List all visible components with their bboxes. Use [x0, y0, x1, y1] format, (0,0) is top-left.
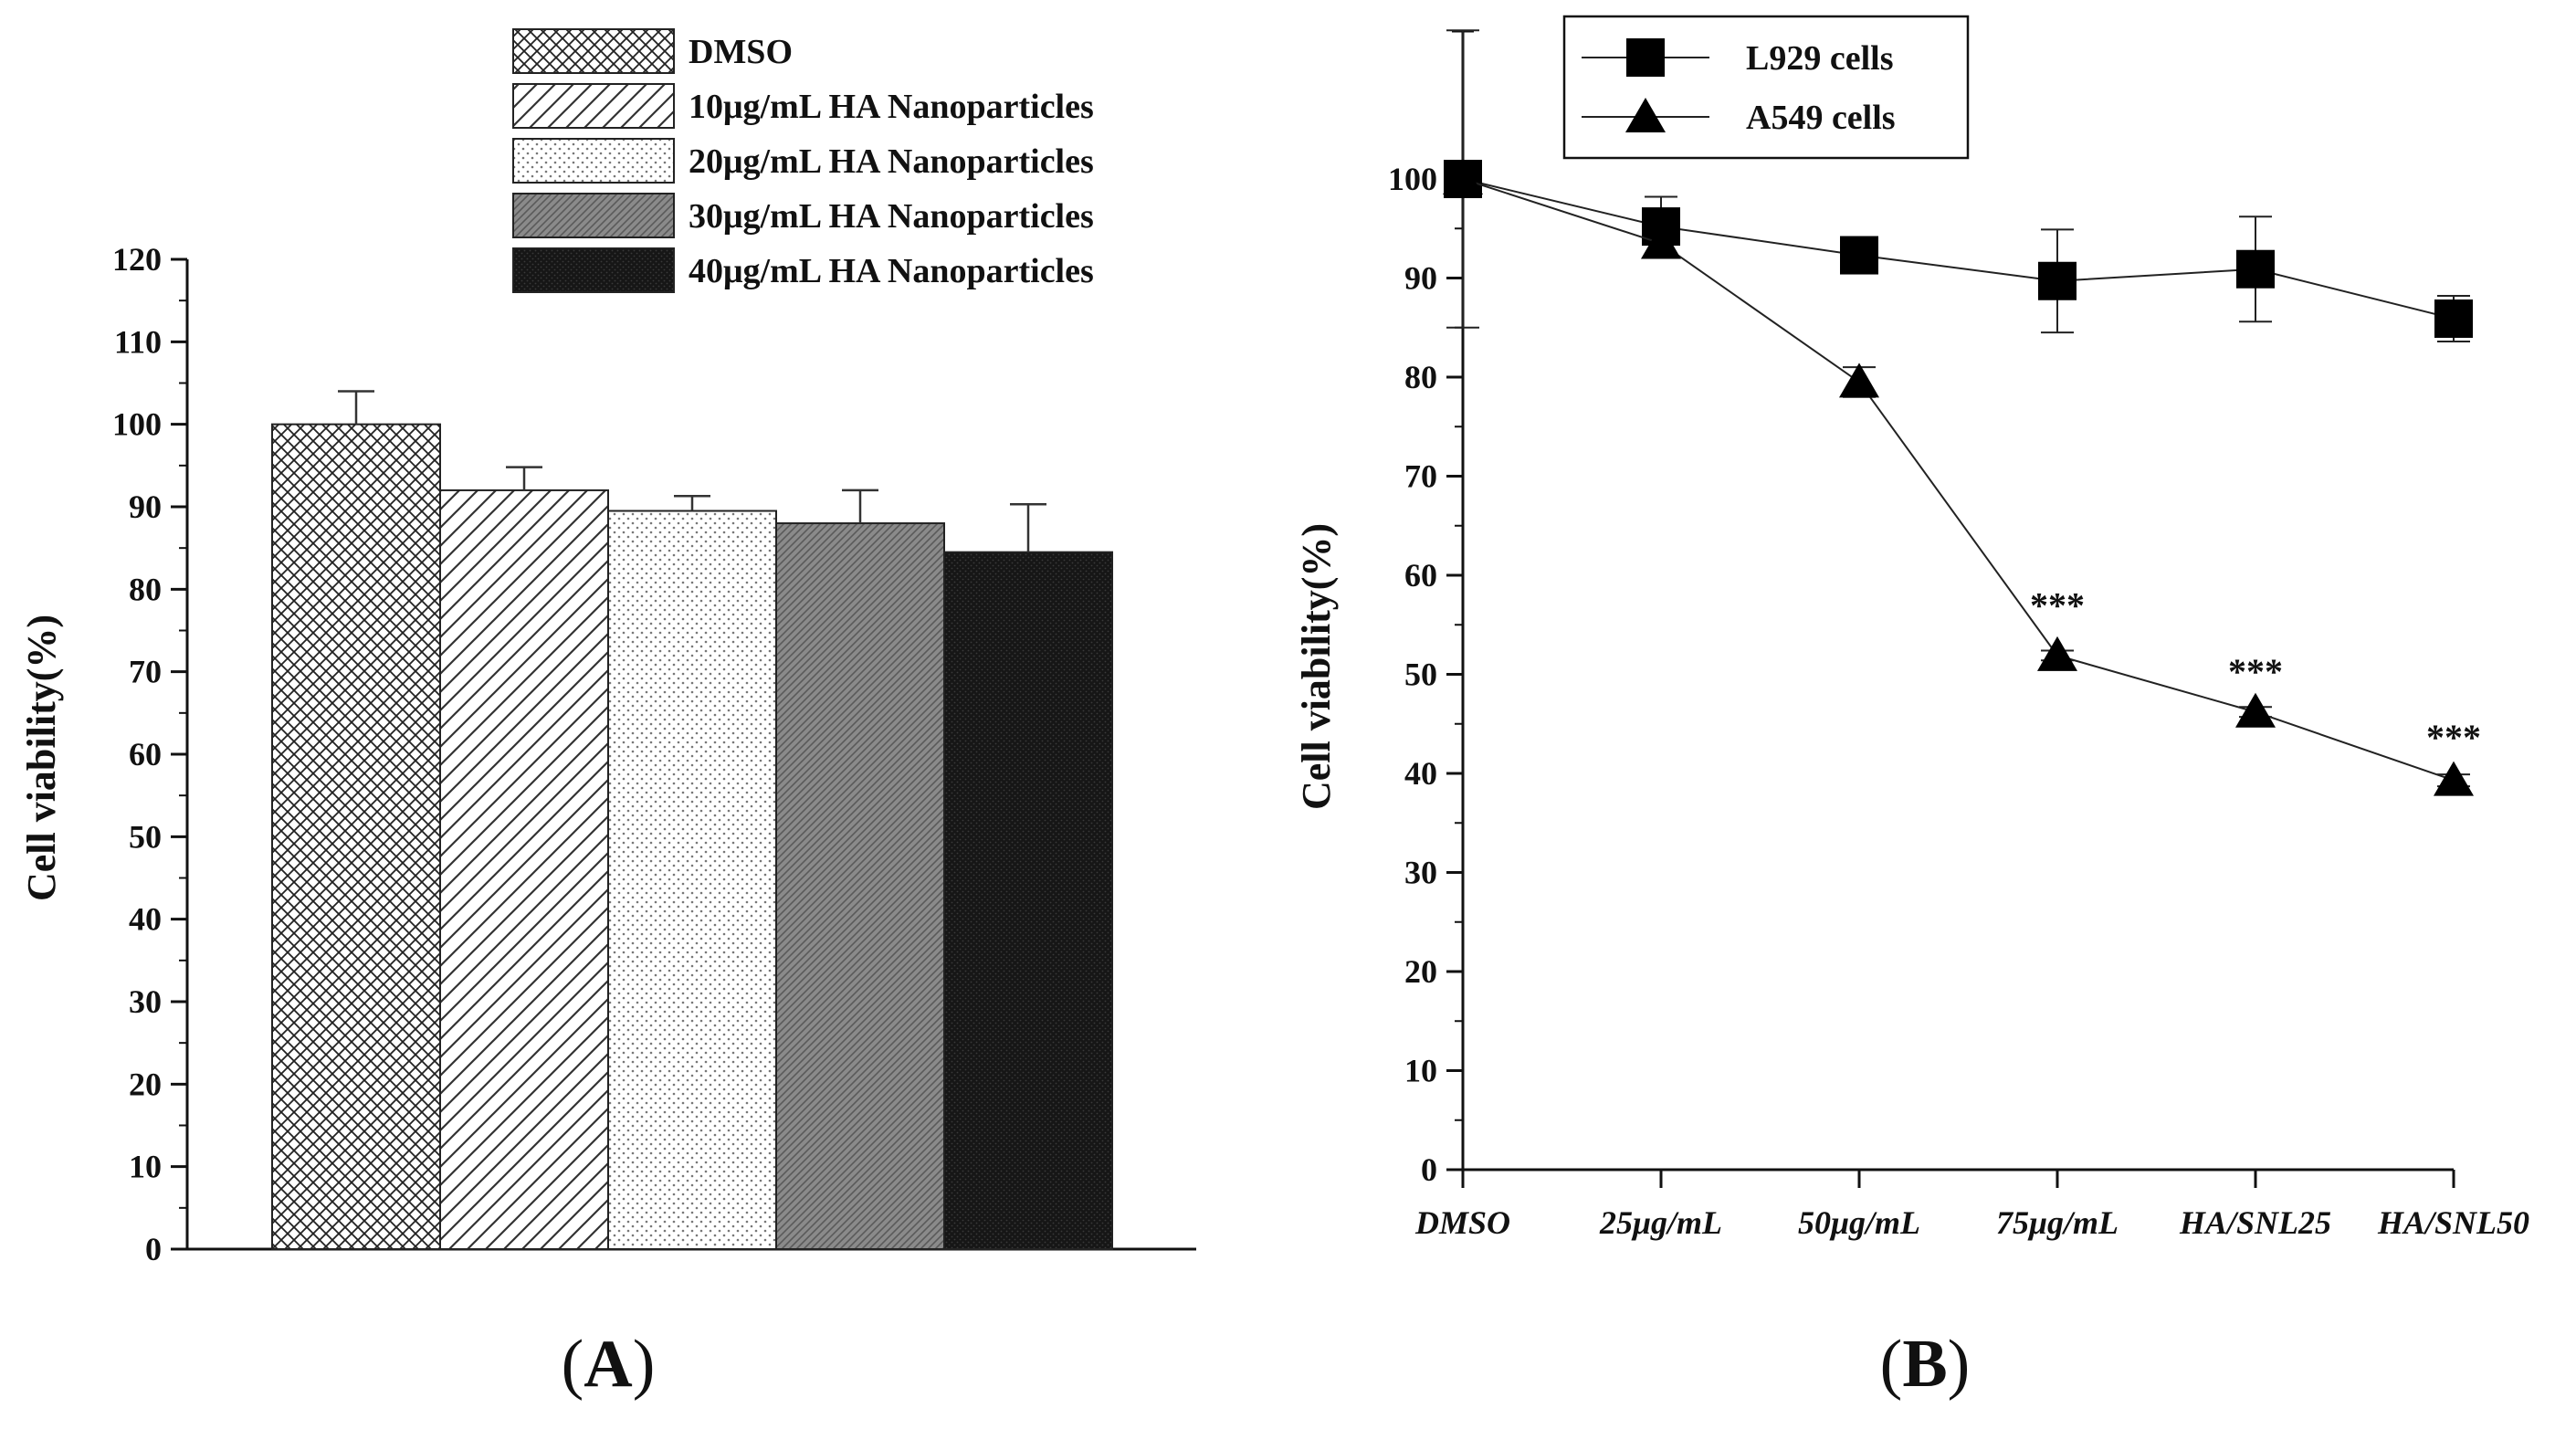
y-tick-label-a: 10: [129, 1149, 162, 1185]
x-tick-label-b: HA/SNL50: [2377, 1204, 2529, 1241]
legend-label: 20μg/mL HA Nanoparticles: [689, 142, 1094, 181]
y-tick-label-b: 20: [1404, 953, 1437, 990]
series-b: *** *** ***: [1443, 29, 2481, 796]
y-tick-label-a: 50: [129, 818, 162, 855]
legend-a: DMSO 10μg/mL HA Nanoparticles 20μg/mL HA N…: [512, 28, 1094, 293]
legend-label: L929 cells: [1746, 39, 1893, 78]
y-axis-title-a: Cell viability(%): [19, 615, 64, 901]
bar: [271, 423, 441, 1250]
y-tick-label-b: 10: [1404, 1053, 1437, 1089]
significance-label: ***: [2228, 651, 2283, 692]
square-marker: [2236, 249, 2275, 289]
triangle-marker: [1839, 363, 1879, 398]
series-line: [1462, 178, 2455, 782]
bar: [775, 522, 945, 1250]
line-chart-panel-b: 0 10 20 30 40 50 60 70 80 90 100 DMSO 25μg/mL 50μg/mL…: [1294, 15, 2529, 1241]
y-tick-label-a: 70: [129, 654, 162, 690]
y-tick-label-a: 100: [112, 406, 162, 443]
square-marker: [1840, 236, 1878, 275]
legend-label: A549 cells: [1746, 99, 1896, 137]
triangle-marker: [2235, 692, 2276, 728]
significance-label: ***: [2426, 717, 2481, 758]
y-tick-label-b: 100: [1388, 161, 1437, 197]
y-tick-label-b: 40: [1404, 755, 1437, 792]
y-tick-label-a: 90: [129, 489, 162, 525]
legend-label: DMSO: [689, 33, 793, 71]
y-tick-label-b: 90: [1404, 260, 1437, 297]
y-tick-label-a: 40: [129, 901, 162, 938]
y-tick-label-b: 70: [1404, 458, 1437, 495]
legend-label: 30μg/mL HA Nanoparticles: [689, 197, 1094, 236]
legend-swatch: [512, 83, 675, 129]
triangle-marker: [2434, 761, 2474, 796]
y-tick-label-b: 30: [1404, 855, 1437, 891]
legend-label: 10μg/mL HA Nanoparticles: [689, 88, 1094, 126]
square-marker: [2038, 261, 2077, 300]
y-tick-label-a: 0: [145, 1231, 162, 1267]
y-tick-label-a: 110: [114, 323, 162, 360]
y-tick-label-a: 20: [129, 1066, 162, 1102]
panel-letter-a: A: [584, 1327, 632, 1402]
bar-chart-panel-a: DMSO 10μg/mL HA Nanoparticles 20μg/mL HA N…: [19, 28, 1196, 1267]
y-axis-a: 0 10 20 30 40 50 60 70 80 90 100 110 120: [112, 241, 1196, 1267]
y-tick-label-b: 0: [1421, 1151, 1437, 1188]
y-tick-label-b: 60: [1404, 557, 1437, 594]
bar: [439, 489, 609, 1250]
x-tick-label-b: HA/SNL25: [2179, 1204, 2331, 1241]
y-tick-label-a: 60: [129, 736, 162, 772]
legend-swatch: [512, 193, 675, 238]
y-tick-label-b: 50: [1404, 657, 1437, 693]
y-axis-title-b: Cell viability(%): [1294, 523, 1339, 810]
x-tick-label-b: DMSO: [1414, 1204, 1510, 1241]
bar: [943, 551, 1113, 1250]
axes-b: 0 10 20 30 40 50 60 70 80 90 100 DMSO 25μg/mL 50μg/mL…: [1388, 29, 2529, 1241]
triangle-marker: [1641, 224, 1681, 259]
panel-letter-b: B: [1902, 1327, 1947, 1402]
square-marker: [2434, 299, 2473, 338]
legend-label: 40μg/mL HA Nanoparticles: [689, 252, 1094, 290]
triangle-marker: [1443, 160, 1483, 194]
triangle-marker: [2037, 636, 2077, 671]
bars-a: [271, 390, 1113, 1250]
x-tick-label-b: 25μg/mL: [1599, 1204, 1722, 1241]
y-tick-label-a: 80: [129, 571, 162, 607]
legend-swatch: [512, 138, 675, 184]
panel-label-a: (A): [562, 1327, 656, 1402]
significance-label: ***: [2030, 585, 2085, 626]
y-tick-label-b: 80: [1404, 359, 1437, 395]
bar: [607, 510, 777, 1250]
square-marker: [1626, 38, 1665, 77]
y-tick-label-a: 120: [112, 241, 162, 278]
legend-swatch: [512, 28, 675, 74]
legend-b: L929 cells A549 cells: [1562, 15, 1970, 160]
series-triangle: [1443, 160, 2474, 796]
x-tick-label-b: 50μg/mL: [1798, 1204, 1920, 1241]
legend-swatch: [512, 247, 675, 293]
panel-label-b: (B): [1880, 1327, 1971, 1402]
series-line: [1462, 178, 2455, 320]
x-tick-label-b: 75μg/mL: [1996, 1204, 2119, 1241]
y-tick-label-a: 30: [129, 983, 162, 1020]
triangle-marker: [1625, 98, 1666, 132]
